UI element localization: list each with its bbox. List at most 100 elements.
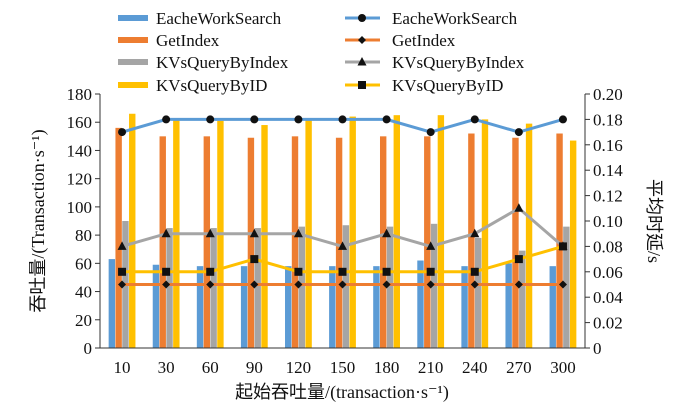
point-kvsquerybyindex-120 [293, 228, 303, 238]
x-tick-label: 270 [506, 358, 532, 377]
bar-kvsquerybyid-240 [481, 119, 489, 349]
point-getindex-300 [558, 280, 567, 289]
bar-getindex-240 [468, 133, 475, 348]
bar-getindex-60 [203, 136, 211, 348]
y-tick-label: 180 [67, 85, 93, 104]
bar-kvsquerybyid-210 [437, 115, 445, 349]
bar-eacheworksearch-240 [461, 266, 468, 348]
x-axis-title: 起始吞吐量/(transaction·s⁻¹) [235, 382, 449, 403]
lines [117, 115, 568, 289]
bar-eacheworksearch-90 [240, 266, 248, 348]
bar-kvsquerybyindex-30 [166, 228, 173, 348]
bar-eacheworksearch-30 [152, 264, 160, 348]
bar-kvsquerybyid-90 [261, 125, 268, 349]
point-kvsquerybyindex-150 [338, 241, 347, 250]
y2-tick-label: 0.20 [593, 85, 623, 104]
bar-kvsquerybyindex-300 [563, 226, 570, 348]
x-tick-label: 300 [550, 358, 576, 377]
axes [99, 94, 586, 349]
legend-label: KVsQueryByID [156, 76, 267, 95]
point-kvsquerybyindex-30 [161, 228, 171, 238]
point-getindex-10 [118, 280, 127, 289]
bar-kvsquerybyindex-90 [254, 228, 261, 348]
x-tick-label: 60 [202, 358, 219, 377]
legend-swatch-bar [118, 59, 148, 65]
y2-axis-title: 平均时延/s [644, 179, 664, 263]
y-tick-label: 40 [75, 283, 92, 302]
y2-tick-label: 0.02 [593, 314, 623, 333]
point-eacheworksearch-90 [250, 115, 259, 124]
point-eacheworksearch-30 [162, 115, 171, 124]
y-tick-label: 160 [67, 113, 93, 132]
legend-label: KVsQueryByIndex [156, 53, 289, 72]
bar-getindex-150 [335, 137, 343, 348]
y-tick-label: 0 [84, 339, 93, 358]
legend: EacheWorkSearch GetIndex KVsQueryByIndex KV… [118, 9, 525, 95]
point-getindex-120 [294, 280, 303, 289]
point-kvsquerybyid-150 [338, 267, 347, 276]
bar-eacheworksearch-10 [108, 259, 116, 348]
point-kvsquerybyid-90 [250, 255, 259, 264]
y2-tick-label: 0.04 [593, 288, 623, 307]
point-getindex-210 [426, 280, 435, 289]
y2-tick-label: 0.06 [593, 263, 623, 282]
x-tick-label: 150 [330, 358, 356, 377]
x-tick-label: 90 [246, 358, 263, 377]
point-kvsquerybyindex-90 [249, 228, 259, 238]
line-kvsquerybyindex [121, 206, 564, 248]
point-kvsquerybyid-180 [382, 267, 391, 276]
point-eacheworksearch-150 [338, 115, 347, 124]
y2-tick-label: 0 [593, 339, 602, 358]
point-kvsquerybyindex-60 [205, 228, 215, 238]
y-tick-label: 140 [67, 141, 93, 160]
bar-kvsquerybyid-270 [525, 123, 533, 348]
point-kvsquerybyid-30 [162, 267, 171, 276]
x-tick-label: 120 [286, 358, 312, 377]
bar-getindex-210 [424, 136, 431, 348]
bars [108, 113, 577, 349]
point-getindex-90 [250, 280, 259, 289]
point-kvsquerybyid-270 [514, 255, 523, 264]
bar-getindex-180 [379, 136, 387, 348]
point-eacheworksearch-210 [426, 128, 435, 137]
bar-kvsquerybyid-180 [393, 115, 400, 349]
bar-eacheworksearch-180 [373, 266, 380, 348]
y2-tick-label: 0.10 [593, 212, 623, 231]
bar-eacheworksearch-210 [417, 260, 424, 348]
legend-label: GetIndex [392, 31, 456, 50]
bar-eacheworksearch-60 [196, 266, 204, 348]
legend-swatch-bar [118, 82, 148, 88]
point-eacheworksearch-240 [470, 115, 479, 124]
x-tick-label: 30 [158, 358, 175, 377]
bar-kvsquerybyid-300 [569, 140, 577, 348]
x-tick-label: 10 [114, 358, 131, 377]
legend-marker [358, 36, 366, 44]
bar-getindex-300 [556, 133, 563, 348]
point-kvsquerybyindex-180 [382, 228, 392, 238]
bar-eacheworksearch-270 [505, 263, 512, 348]
x-tick-label: 240 [462, 358, 488, 377]
point-getindex-150 [338, 280, 347, 289]
y2-tick-label: 0.12 [593, 187, 623, 206]
point-kvsquerybyid-210 [426, 267, 435, 276]
y-axis-title: 吞吐量/(Transaction·s⁻¹) [28, 129, 49, 312]
bar-kvsquerybyindex-120 [298, 226, 306, 348]
x-tick-label: 180 [374, 358, 400, 377]
legend-marker [358, 14, 366, 22]
bar-eacheworksearch-150 [329, 266, 336, 348]
point-kvsquerybyindex-240 [470, 228, 480, 238]
legend-swatch-bar [118, 37, 148, 43]
point-kvsquerybyid-240 [470, 267, 479, 276]
legend-label: EacheWorkSearch [156, 9, 282, 28]
point-eacheworksearch-300 [558, 115, 567, 124]
point-eacheworksearch-180 [382, 115, 391, 124]
bar-eacheworksearch-120 [285, 266, 292, 348]
x-tick-label: 210 [418, 358, 444, 377]
point-getindex-30 [162, 280, 171, 289]
bar-kvsquerybyindex-60 [210, 228, 217, 348]
point-getindex-240 [470, 280, 479, 289]
bar-kvsquerybyindex-240 [474, 237, 482, 348]
point-kvsquerybyid-10 [118, 267, 127, 276]
y2-tick-label: 0.08 [593, 237, 623, 256]
